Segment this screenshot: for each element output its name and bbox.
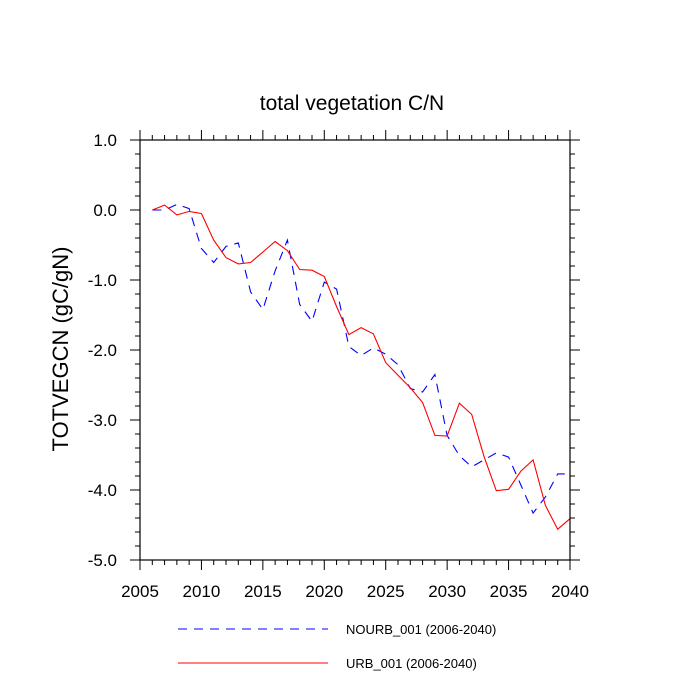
- y-tick-label: -4.0: [88, 481, 117, 500]
- x-tick-label: 2030: [428, 582, 466, 601]
- x-tick-label: 2015: [244, 582, 282, 601]
- y-tick-label: 0.0: [93, 201, 117, 220]
- axis-ticks: [130, 130, 580, 570]
- legend-label-urb: URB_001 (2006-2040): [346, 656, 477, 671]
- series-line-nourb: [152, 203, 570, 515]
- y-tick-label: 1.0: [93, 131, 117, 150]
- plot-frame: [139, 139, 571, 561]
- y-tick-label: -2.0: [88, 341, 117, 360]
- x-tick-label: 2010: [183, 582, 221, 601]
- y-tick-label: -5.0: [88, 551, 117, 570]
- legend-label-nourb: NOURB_001 (2006-2040): [346, 622, 496, 637]
- x-tick-label: 2040: [551, 582, 589, 601]
- y-axis-label: TOTVEGCN (gC/gN): [48, 247, 73, 452]
- y-tick-label: -3.0: [88, 411, 117, 430]
- tick-labels: 2005 2010 2015 2020 2025 2030 2035 2040 1.0 0.0 -1…: [88, 131, 589, 601]
- x-tick-label: 2020: [305, 582, 343, 601]
- series-line-urb: [152, 204, 571, 531]
- x-tick-label: 2005: [121, 582, 159, 601]
- series-lines: [152, 203, 571, 531]
- legend: NOURB_001 (2006-2040) URB_001 (2006-2040…: [178, 622, 496, 671]
- x-tick-label: 2035: [490, 582, 528, 601]
- chart-title: total vegetation C/N: [260, 92, 444, 115]
- y-tick-label: -1.0: [88, 271, 117, 290]
- x-tick-label: 2025: [367, 582, 405, 601]
